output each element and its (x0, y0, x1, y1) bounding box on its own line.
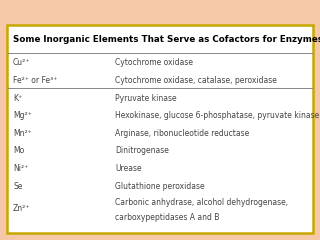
Text: Urease: Urease (115, 164, 142, 173)
Text: Cu²⁺: Cu²⁺ (13, 58, 30, 67)
Text: Mg²⁺: Mg²⁺ (13, 111, 32, 120)
Bar (7, 25, 313, 233)
Text: Carbonic anhydrase, alcohol dehydrogenase,: Carbonic anhydrase, alcohol dehydrogenas… (115, 198, 288, 207)
Text: Pyruvate kinase: Pyruvate kinase (115, 94, 177, 103)
Text: Mo: Mo (13, 146, 24, 156)
Text: carboxypeptidases A and B: carboxypeptidases A and B (115, 213, 220, 222)
Text: Zn²⁺: Zn²⁺ (13, 204, 30, 213)
Text: Mn²⁺: Mn²⁺ (13, 129, 32, 138)
Text: Dinitrogenase: Dinitrogenase (115, 146, 169, 156)
Text: Ni²⁺: Ni²⁺ (13, 164, 28, 173)
Text: Arginase, ribonucleotide reductase: Arginase, ribonucleotide reductase (115, 129, 249, 138)
Text: Hexokinase, glucose 6-phosphatase, pyruvate kinase: Hexokinase, glucose 6-phosphatase, pyruv… (115, 111, 319, 120)
Text: Cytochrome oxidase: Cytochrome oxidase (115, 58, 193, 67)
Text: Some Inorganic Elements That Serve as Cofactors for Enzymes: Some Inorganic Elements That Serve as Co… (13, 35, 320, 44)
Text: K⁺: K⁺ (13, 94, 22, 103)
Text: Fe²⁺ or Fe³⁺: Fe²⁺ or Fe³⁺ (13, 76, 57, 85)
Text: Se: Se (13, 182, 22, 191)
Text: Glutathione peroxidase: Glutathione peroxidase (115, 182, 204, 191)
Text: Cytochrome oxidase, catalase, peroxidase: Cytochrome oxidase, catalase, peroxidase (115, 76, 277, 85)
